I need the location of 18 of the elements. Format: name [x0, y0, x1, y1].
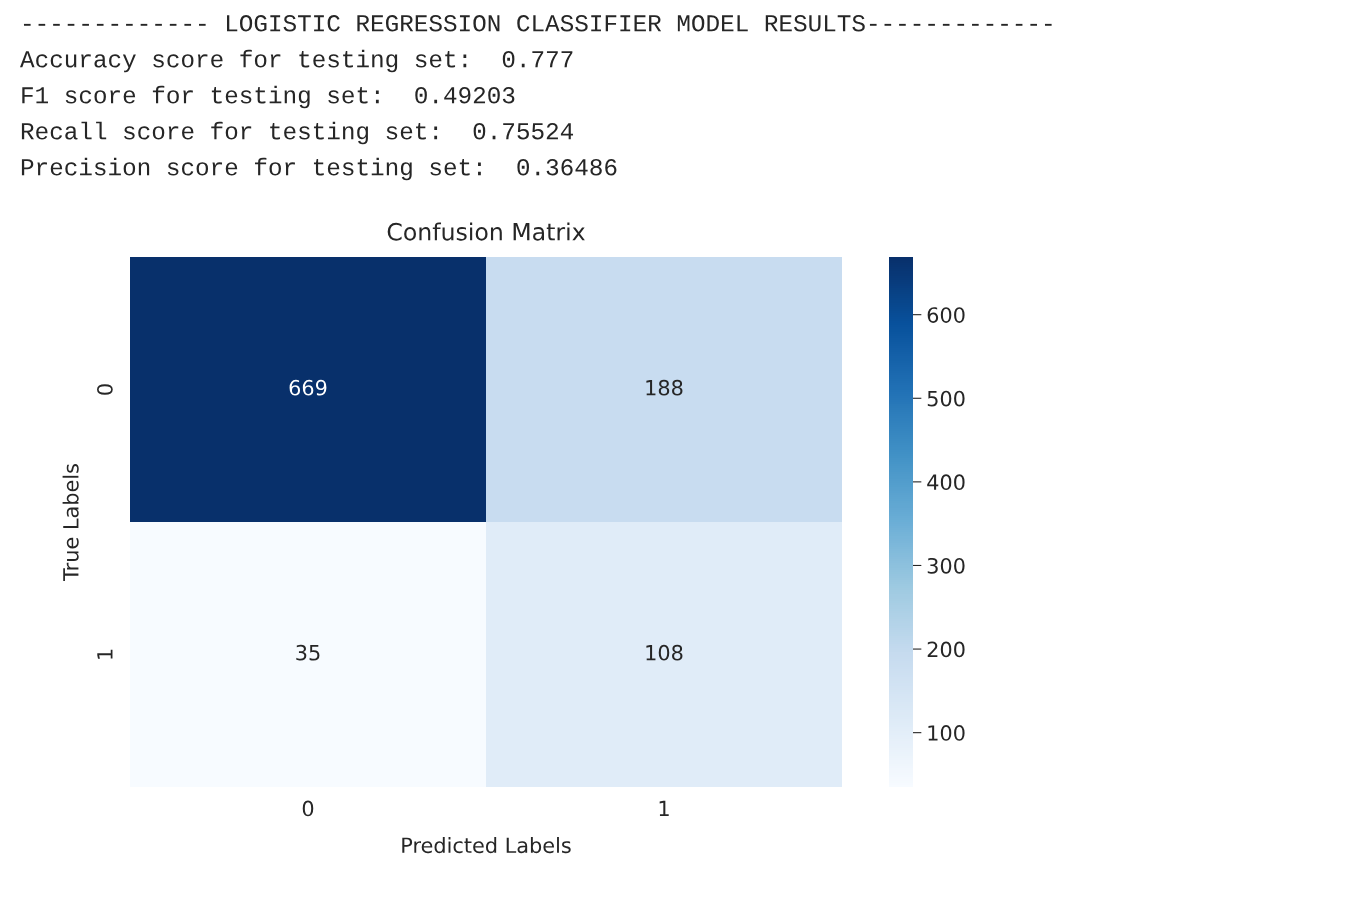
- x-axis-title: Predicted Labels: [402, 837, 571, 854]
- color-bar-label: 100: [928, 725, 965, 741]
- text: Accuracy score for testing set: 0.777: [20, 49, 573, 73]
- color-bar-label: 400: [927, 474, 965, 491]
- text: F1 score for testing set: 0.49203: [22, 85, 515, 109]
- color-bar-label: 200: [927, 641, 965, 658]
- text: Recall score for testing set: 0.75524: [21, 121, 574, 145]
- text: Precision score for testing set: 0.36486: [21, 157, 617, 181]
- color-bar-label: 300: [927, 557, 965, 574]
- data-label: 188: [646, 379, 683, 396]
- data-label: 108: [646, 644, 683, 661]
- data-label: 669: [289, 379, 327, 396]
- color-bar-label: 600: [927, 307, 965, 323]
- data-label: 35: [296, 644, 320, 661]
- text: ------------- LOGISTIC REGRESSION CLASSIFIER MODEL RESULTS-------------: [23, 15, 1052, 32]
- y-axis-title: True Labels: [62, 464, 79, 582]
- color-bar-label: 500: [927, 390, 965, 407]
- chart-title: Confusion Matrix: [387, 222, 585, 241]
